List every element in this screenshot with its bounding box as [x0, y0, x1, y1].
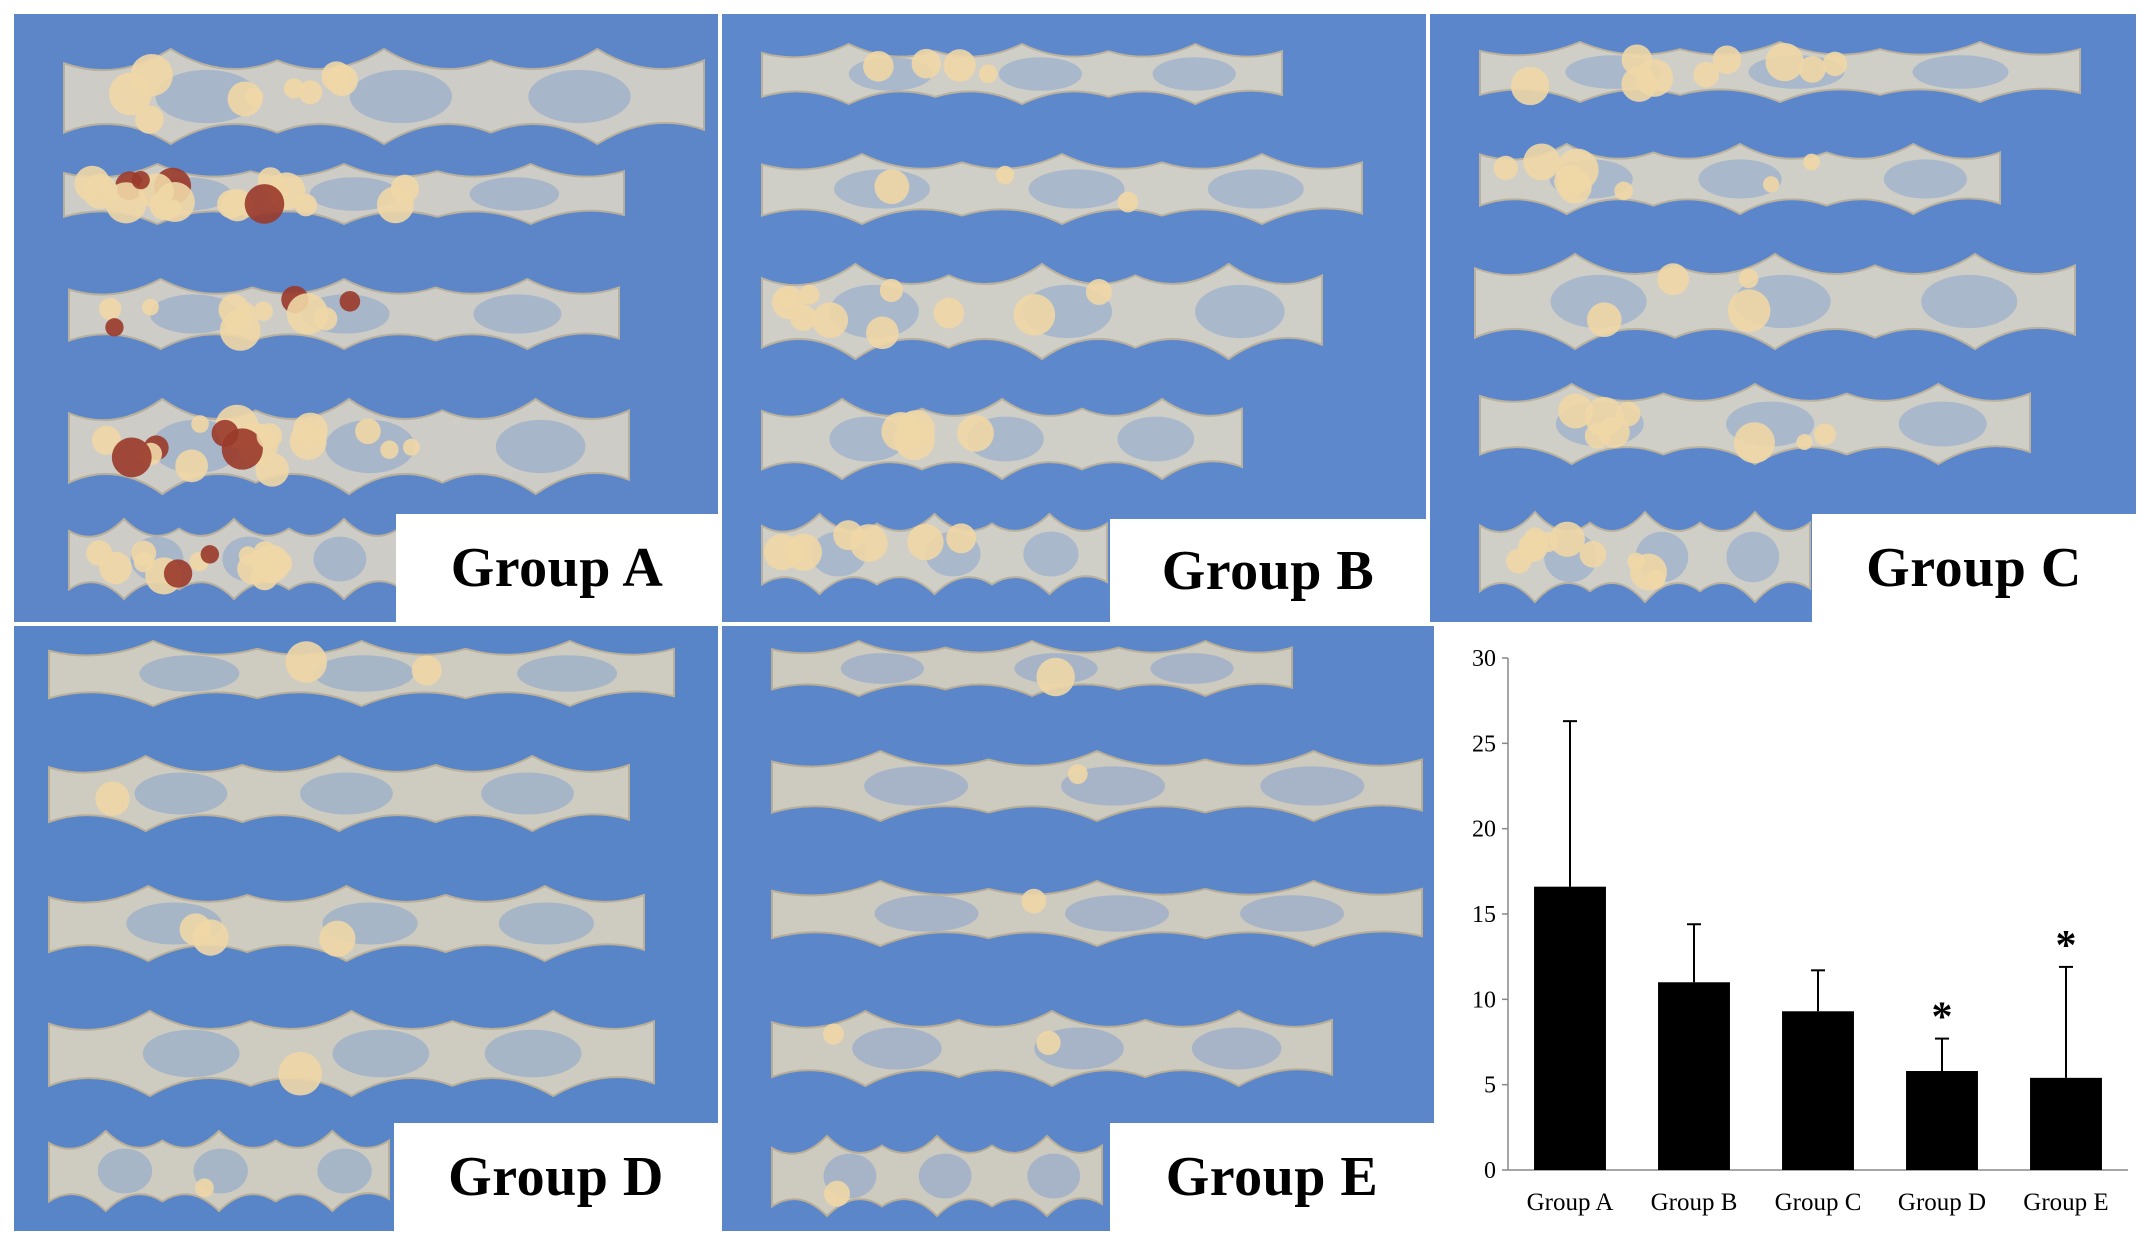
intestine-photo-a: [14, 14, 718, 622]
y-tick-label: 15: [1472, 902, 1496, 928]
x-tick-label: Group D: [1898, 1189, 1986, 1216]
group-label-b: Group B: [1161, 539, 1375, 602]
bar-chart: 0 5 10 15 20 25 30 Group A Group B Group C * Group …: [1438, 630, 2150, 1245]
group-label-box-e: Group E: [1110, 1123, 1434, 1231]
intestine-strip: [771, 1134, 1103, 1218]
bar: [1782, 1011, 1854, 1170]
intestine-strip: [771, 749, 1423, 823]
photo-panel-group-d: Group D: [14, 626, 718, 1231]
group-label-c: Group C: [1866, 537, 2082, 599]
y-tick-label: 5: [1484, 1073, 1496, 1099]
bar: [2030, 1077, 2102, 1170]
x-tick-label: Group A: [1527, 1189, 1614, 1216]
intestine-strip: [48, 1009, 655, 1098]
intestine-strip: [48, 884, 645, 963]
intestine-strip: [761, 262, 1323, 361]
photo-panel-group-b: Group B: [722, 14, 1426, 622]
intestine-strip: [48, 754, 630, 833]
y-tick-label: 25: [1472, 731, 1496, 757]
y-tick-label: 10: [1472, 987, 1496, 1013]
intestine-strip: [761, 512, 1108, 596]
group-label-d: Group D: [448, 1146, 664, 1208]
group-label-e: Group E: [1165, 1146, 1379, 1208]
y-tick-label: 20: [1472, 817, 1496, 843]
intestine-strip: [68, 277, 620, 351]
photo-panel-group-e: Group E: [722, 626, 1434, 1231]
bar: [1906, 1071, 1978, 1170]
intestine-strip: [1479, 510, 1811, 604]
y-tick-label: 30: [1472, 646, 1496, 672]
intestine-strip: [1479, 40, 2081, 106]
intestine-strip: [68, 397, 630, 496]
intestine-photo-e: [722, 626, 1434, 1231]
bar: [1534, 886, 1606, 1170]
intestine-strip: [761, 42, 1283, 106]
group-label-box-b: Group B: [1110, 519, 1426, 622]
intestine-strip: [771, 1009, 1333, 1088]
photo-panel-group-a: Group A: [14, 14, 718, 622]
group-label-a: Group A: [450, 537, 664, 599]
intestine-strip: [771, 879, 1423, 948]
intestine-strip: [1479, 382, 2031, 466]
intestine-strip: [63, 47, 705, 146]
x-tick-label: Group B: [1651, 1189, 1738, 1216]
intestine-strip: [771, 639, 1293, 698]
significance-marker: *: [2056, 923, 2077, 969]
bar: [1658, 982, 1730, 1170]
group-label-box-c: Group C: [1812, 514, 2136, 622]
x-tick-label: Group E: [2023, 1189, 2108, 1216]
photo-panel-group-c: Group C: [1430, 14, 2136, 622]
intestine-strip: [48, 1129, 390, 1213]
group-label-box-d: Group D: [394, 1123, 718, 1231]
x-tick-label: Group C: [1775, 1189, 1862, 1216]
group-label-box-a: Group A: [396, 514, 718, 622]
intestine-strip: [1479, 142, 2001, 216]
y-tick-label: 0: [1484, 1158, 1496, 1184]
intestine-photo-b: [722, 14, 1426, 622]
intestine-strip: [761, 152, 1363, 226]
intestine-strip: [48, 639, 675, 708]
intestine-strip: [1474, 252, 2076, 351]
bar-chart-svg: 0 5 10 15 20 25 30 Group A Group B Group C * Group …: [1472, 646, 2128, 1216]
intestine-strip: [68, 517, 400, 601]
intestine-strip: [63, 162, 625, 226]
significance-marker: *: [1932, 995, 1953, 1041]
intestine-strip: [761, 397, 1243, 481]
